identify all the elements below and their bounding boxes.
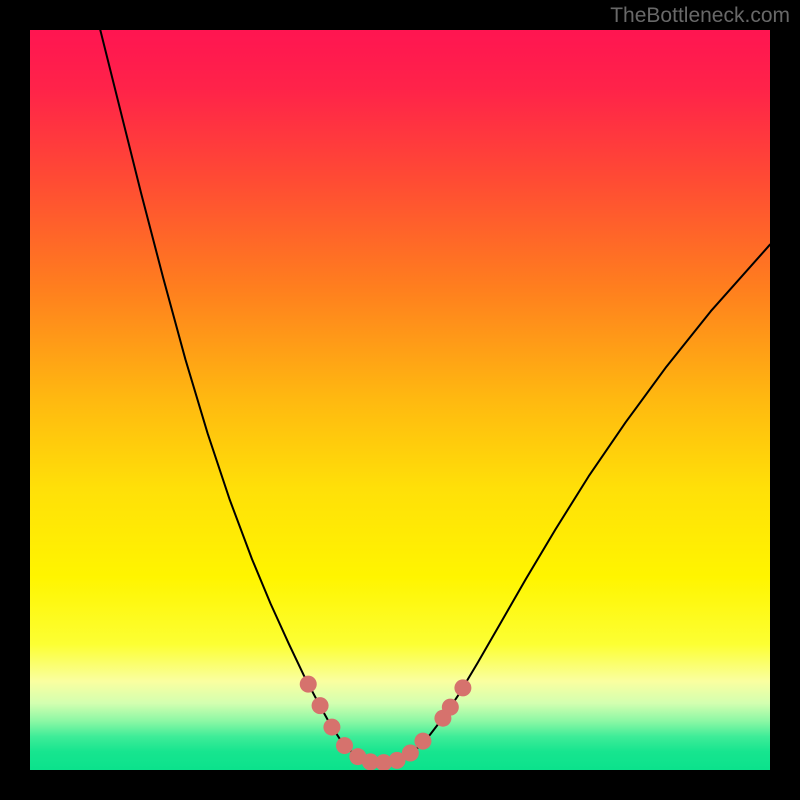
plot-area	[30, 30, 770, 770]
watermark-text: TheBottleneck.com	[610, 4, 790, 28]
marker-dot	[312, 697, 329, 714]
marker-dot	[414, 733, 431, 750]
marker-dot	[336, 737, 353, 754]
marker-dot	[454, 679, 471, 696]
marker-dot	[323, 719, 340, 736]
chart-stage: TheBottleneck.com	[0, 0, 800, 800]
marker-dot	[442, 699, 459, 716]
gradient-background	[30, 30, 770, 770]
plot-svg	[30, 30, 770, 770]
marker-dot	[402, 744, 419, 761]
marker-dot	[300, 676, 317, 693]
